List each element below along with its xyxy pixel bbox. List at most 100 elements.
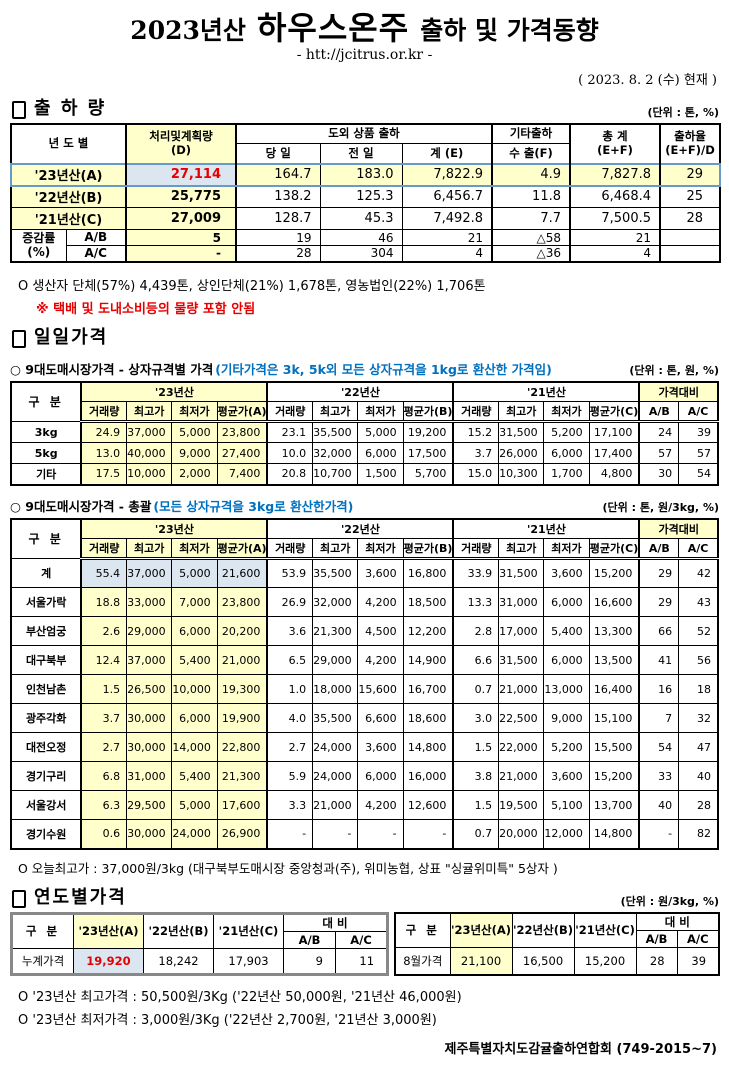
cell-value: 1,500: [357, 463, 404, 486]
cell-y22: 16,500: [511, 946, 575, 976]
col-rate-line2: (E+F)/D: [665, 142, 715, 157]
cell-value: 4,800: [588, 463, 640, 486]
cell-export: 4.9: [491, 162, 571, 187]
col-plan-line1: 처리및계획량: [149, 129, 213, 144]
table-row-y22: '22년산(B) 25,775 138.2 125.3 6,456.7 11.8…: [10, 185, 721, 209]
cell-today: 28: [235, 245, 321, 263]
col-y21-header: '21년산(C): [573, 912, 637, 948]
cell-rate: [659, 229, 721, 247]
sub-header: 최저가: [357, 401, 404, 424]
cell-value: 6,000: [357, 761, 404, 792]
title-rest: 출하 및 가격동향: [420, 16, 599, 45]
overall-subheader: ○ 9대도매시장가격 - 총괄 (모든 상자규격을 3kg로 환산한가격) (단…: [10, 496, 719, 515]
cell-value: 3,600: [357, 732, 404, 763]
cell-value: 3.7: [80, 703, 128, 734]
cell-ab: 28: [635, 946, 678, 976]
cell-prev: 45.3: [319, 207, 403, 231]
cell-value: 5,100: [543, 790, 590, 821]
cell-value: 43: [678, 587, 719, 618]
cell-value: 31,000: [498, 587, 545, 618]
col-ac-header: A/C: [334, 930, 389, 949]
cell-value: 21,300: [312, 616, 359, 647]
col-outside-group-header: 도외 상품 출하: [235, 123, 493, 145]
cell-value: 22,500: [498, 703, 545, 734]
col-sum-header: 계 (E): [401, 143, 493, 165]
cell-value: 14,000: [171, 732, 218, 763]
organization-footer: 제주특별자치도감귤출하연합회 (749-2015~7): [444, 1041, 717, 1057]
col-rate-line1: 출하율: [674, 129, 706, 144]
cell-value: 1.0: [266, 674, 314, 705]
change-label-line1: 증감률: [22, 230, 56, 245]
sub-header: 거래량: [266, 538, 314, 561]
cell-value: 5,200: [543, 421, 590, 444]
row-label: 광주각화: [10, 703, 82, 734]
cell-value: 13,000: [543, 674, 590, 705]
cell-value: 10,300: [498, 463, 545, 486]
table-row-y21: '21년산(C) 27,009 128.7 45.3 7,492.8 7.7 7…: [10, 207, 721, 231]
sub-header: 평균가(A): [216, 401, 268, 424]
sub-header: 거래량: [80, 401, 128, 424]
header-row: 구 분 '23년산 '22년산 '21년산 가격대비: [10, 518, 719, 560]
group-ratio-header: 가격대비: [638, 518, 719, 540]
cell-value: 0.7: [452, 674, 500, 705]
row-label: A/C: [65, 245, 127, 263]
cell-export: △58: [491, 229, 571, 247]
cell-value: 30,000: [126, 703, 173, 734]
cell-today: 19: [235, 229, 321, 247]
cell-value: 9,000: [543, 703, 590, 734]
cell-value: 17.5: [80, 463, 128, 486]
cell-value: 20,000: [498, 819, 545, 850]
cell-value: 18,500: [402, 587, 454, 618]
cell-value: 21,000: [498, 674, 545, 705]
cell-rate: 29: [659, 162, 721, 187]
row-label: 부산엄궁: [10, 616, 82, 647]
cell-total: 7,500.5: [569, 207, 661, 231]
cell-value: 20,200: [216, 616, 268, 647]
cell-value: 21,600: [216, 558, 268, 589]
cell-value: 37,000: [126, 645, 173, 676]
col-ac-header: A/C: [676, 929, 720, 948]
cell-value: 14,800: [402, 732, 454, 763]
cell-value: 30: [638, 463, 680, 486]
cell-value: 23,800: [216, 587, 268, 618]
row-label: 누계가격: [11, 947, 74, 975]
col-y23-header: '23년산(A): [73, 912, 144, 949]
cell-value: 15,600: [357, 674, 404, 705]
table-row: 인천남촌 1.5 26,500 10,000 19,300 1.0 18,000 15,600…: [10, 674, 719, 705]
cell-value: 3,600: [543, 761, 590, 792]
cell-value: 32,000: [312, 442, 359, 465]
cell-value: 17,400: [588, 442, 640, 465]
col-export-header: 수 출(F): [491, 143, 571, 165]
sub-header: 최저가: [171, 401, 218, 424]
cell-value: 16,600: [588, 587, 640, 618]
cell-value: 13.3: [452, 587, 500, 618]
cell-value: 5,400: [171, 761, 218, 792]
cell-ab: 9: [283, 947, 336, 975]
cell-value: -: [266, 819, 314, 850]
cell-rate: 28: [659, 207, 721, 231]
row-label: 경기구리: [10, 761, 82, 792]
col-today-header: 당 일: [235, 143, 321, 165]
cell-sum: 4: [401, 245, 493, 263]
unit-label: (단위 : 톤, 원, %): [629, 363, 719, 377]
table-row: 서울강서 6.3 29,500 5,000 17,600 3.3 21,000 4,200 12…: [10, 790, 719, 821]
cell-y23: 19,920: [73, 947, 144, 975]
col-year-header: 년 도 별: [10, 123, 127, 165]
row-label: 인천남촌: [10, 674, 82, 705]
cell-value: 23,800: [216, 421, 268, 444]
by-size-title: ○ 9대도매시장가격 - 상자규격별 가격: [10, 361, 214, 377]
header-row: A/B A/C: [12, 930, 389, 949]
cell-value: 26,900: [216, 819, 268, 850]
col-label-header: 구 분: [10, 518, 82, 560]
cell-value: 2.6: [80, 616, 128, 647]
today-high-note: O 오늘최고가 : 37,000원/3kg (대구북부도매시장 중앙청과(주),…: [18, 860, 558, 876]
cell-value: 56: [678, 645, 719, 676]
table-row: 계 55.4 37,000 5,000 21,600 53.9 35,500 3,600 16,…: [10, 558, 719, 589]
cell-y23: 21,100: [449, 946, 513, 976]
row-label: 대전오정: [10, 732, 82, 763]
cell-value: 18.8: [80, 587, 128, 618]
cell-value: 24,000: [171, 819, 218, 850]
cell-value: 12.4: [80, 645, 128, 676]
cell-value: 3.0: [452, 703, 500, 734]
cell-value: 6,000: [543, 645, 590, 676]
